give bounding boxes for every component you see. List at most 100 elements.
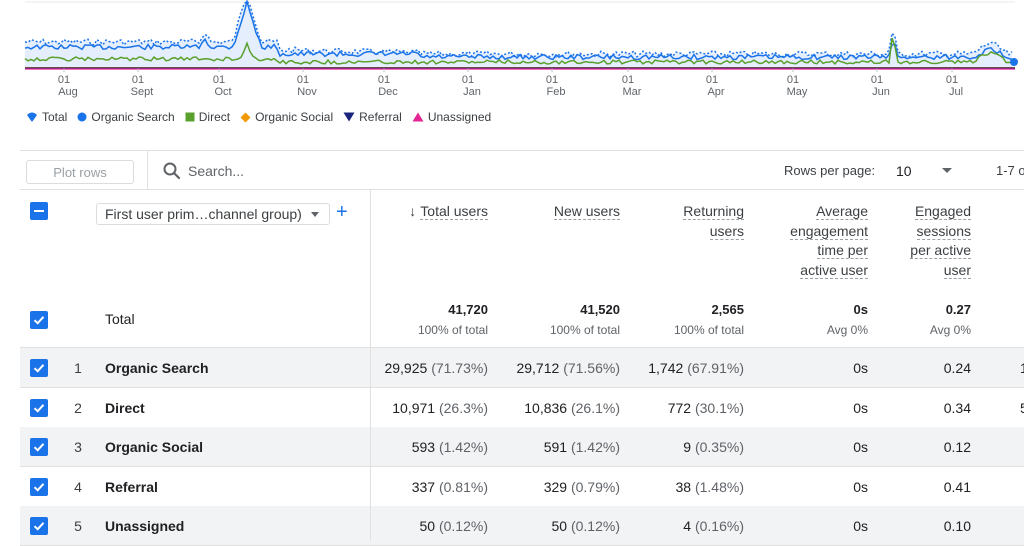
row-checkbox[interactable]: [30, 398, 48, 417]
row-checkbox[interactable]: [30, 477, 48, 496]
engaged-sessions-cell: 0.24: [943, 360, 971, 376]
x-tick-month: Jan: [463, 86, 481, 98]
returning-users-cell: 4 (0.16%): [683, 518, 744, 535]
legend-item[interactable]: Total: [26, 110, 67, 124]
total-value: 0.27: [945, 302, 971, 317]
metric-header-returning-users[interactable]: Returning users: [683, 203, 744, 240]
dimension-select[interactable]: First user prim…channel group): [96, 203, 330, 225]
total-subtext: Avg 0%: [826, 323, 868, 337]
add-dimension-icon[interactable]: +: [336, 201, 348, 223]
pagination-range: 1-7 of 7: [996, 163, 1024, 178]
legend-label: Organic Search: [91, 110, 175, 124]
search-icon: [163, 162, 181, 180]
total-value: 41,720: [448, 302, 488, 317]
select-all-checkbox[interactable]: [30, 202, 48, 220]
row-checkbox[interactable]: [30, 517, 48, 536]
metric-header-new-users[interactable]: New users: [553, 203, 620, 220]
minus-icon: [34, 210, 44, 212]
total-label: Total: [105, 311, 135, 327]
x-tick-day: 01: [706, 74, 718, 86]
total-value: 0s: [853, 302, 868, 317]
legend-label: Unassigned: [427, 110, 492, 124]
legend-label: Total: [42, 110, 68, 124]
engaged-sessions-cell: 0.10: [943, 518, 971, 535]
total-value: 2,565: [711, 302, 744, 317]
search-input[interactable]: [188, 161, 388, 181]
x-tick-day: 01: [213, 74, 225, 86]
table-row[interactable]: 2 Direct 10,971 (26.3%) 10,836 (26.1%) 7…: [20, 388, 1024, 428]
total-users-cell: 50 (0.12%): [419, 518, 489, 535]
row-checkbox[interactable]: [30, 359, 48, 377]
dimension-label: First user prim…channel group): [105, 206, 302, 222]
legend-item[interactable]: Direct: [185, 110, 230, 124]
row-label[interactable]: Organic Search: [105, 360, 209, 376]
x-tick-day: 01: [787, 74, 799, 86]
x-tick-month: Feb: [547, 86, 566, 98]
total-subtext: 100% of total: [549, 323, 620, 337]
new-users-cell: 591 (1.42%): [543, 439, 620, 456]
clipped-cell: 5: [1020, 399, 1024, 416]
total-end-marker: [1010, 58, 1018, 66]
returning-users-cell: 1,742 (67.91%): [648, 360, 744, 376]
x-tick-month: Jun: [872, 86, 890, 98]
x-tick-day: 01: [946, 74, 958, 86]
plot-rows-button[interactable]: Plot rows: [26, 160, 134, 184]
toolbar-divider: [147, 151, 148, 190]
new-users-cell: 29,712 (71.56%): [516, 360, 620, 376]
x-tick-day: 01: [546, 74, 558, 86]
x-tick-day: 01: [871, 74, 883, 86]
check-icon: [33, 482, 45, 492]
avg-engagement-cell: 0s: [853, 478, 868, 495]
total-users-cell: 29,925 (71.73%): [384, 360, 488, 376]
metric-header-avg-engagement[interactable]: Average engagement time per active user: [790, 203, 868, 279]
row-label[interactable]: Unassigned: [105, 518, 185, 535]
total-subtext: Avg 0%: [929, 323, 971, 337]
total-line: [24, 0, 1013, 59]
sort-arrow-down-icon: ↓: [409, 203, 417, 219]
column-divider: [370, 190, 371, 541]
x-tick-month: Apr: [707, 86, 724, 98]
engaged-sessions-cell: 0.41: [943, 478, 971, 495]
check-icon: [33, 443, 45, 452]
table-row[interactable]: 4 Referral 337 (0.81%) 329 (0.79%) 38 (1…: [20, 467, 1024, 507]
legend-item[interactable]: Organic Search: [77, 110, 175, 124]
triangle-up-icon: [412, 112, 424, 122]
row-label[interactable]: Referral: [105, 478, 158, 495]
legend-item[interactable]: Referral: [343, 110, 402, 124]
legend-label: Referral: [359, 110, 402, 124]
engaged-sessions-cell: 0.34: [943, 399, 971, 416]
row-label[interactable]: Organic Social: [105, 439, 204, 456]
new-users-cell: 10,836 (26.1%): [524, 399, 620, 416]
x-tick-day: 01: [622, 74, 634, 86]
new-users-cell: 50 (0.12%): [551, 518, 621, 535]
rows-per-page-select[interactable]: 10: [896, 163, 912, 179]
table-row[interactable]: 1 Organic Search 29,925 (71.73%) 29,712 …: [20, 348, 1024, 388]
engaged-sessions-cell: 0.12: [943, 439, 971, 456]
organic-search-line: [24, 0, 1013, 61]
circle-icon: [77, 112, 87, 122]
row-checkbox[interactable]: [30, 438, 48, 457]
total-subtext: 100% of total: [673, 323, 744, 337]
drop-icon: [26, 111, 38, 123]
chevron-down-icon[interactable]: [942, 168, 952, 173]
check-icon: [33, 522, 45, 532]
x-tick-month: Oct: [214, 86, 231, 98]
table-row[interactable]: 5 Unassigned 50 (0.12%) 50 (0.12%) 4 (0.…: [20, 506, 1024, 546]
square-icon: [185, 112, 195, 122]
avg-engagement-cell: 0s: [853, 399, 868, 416]
table-row[interactable]: 3 Organic Social 593 (1.42%) 591 (1.42%)…: [20, 427, 1024, 468]
total-value: 41,520: [580, 302, 620, 317]
metric-header-total-users[interactable]: ↓ Total users: [409, 203, 488, 220]
table-toolbar: Plot rows Rows per page: 10 1-7 of 7: [20, 150, 1024, 190]
table-header: First user prim…channel group) + ↓ Total …: [20, 190, 1024, 348]
legend-item[interactable]: Organic Social: [240, 110, 333, 124]
time-series-chart: 01Aug01Sept01Oct01Nov01Dec01Jan01Feb01Ma…: [24, 0, 1018, 98]
legend-item[interactable]: Unassigned: [412, 110, 491, 124]
total-users-cell: 337 (0.81%): [411, 478, 488, 495]
triangle-down-icon: [343, 112, 355, 122]
check-icon: [33, 316, 45, 325]
metric-header-engaged-sessions[interactable]: Engaged sessions per active user: [910, 203, 971, 279]
row-label[interactable]: Direct: [105, 399, 145, 416]
row-number: 2: [74, 399, 82, 416]
total-checkbox[interactable]: [30, 311, 48, 329]
